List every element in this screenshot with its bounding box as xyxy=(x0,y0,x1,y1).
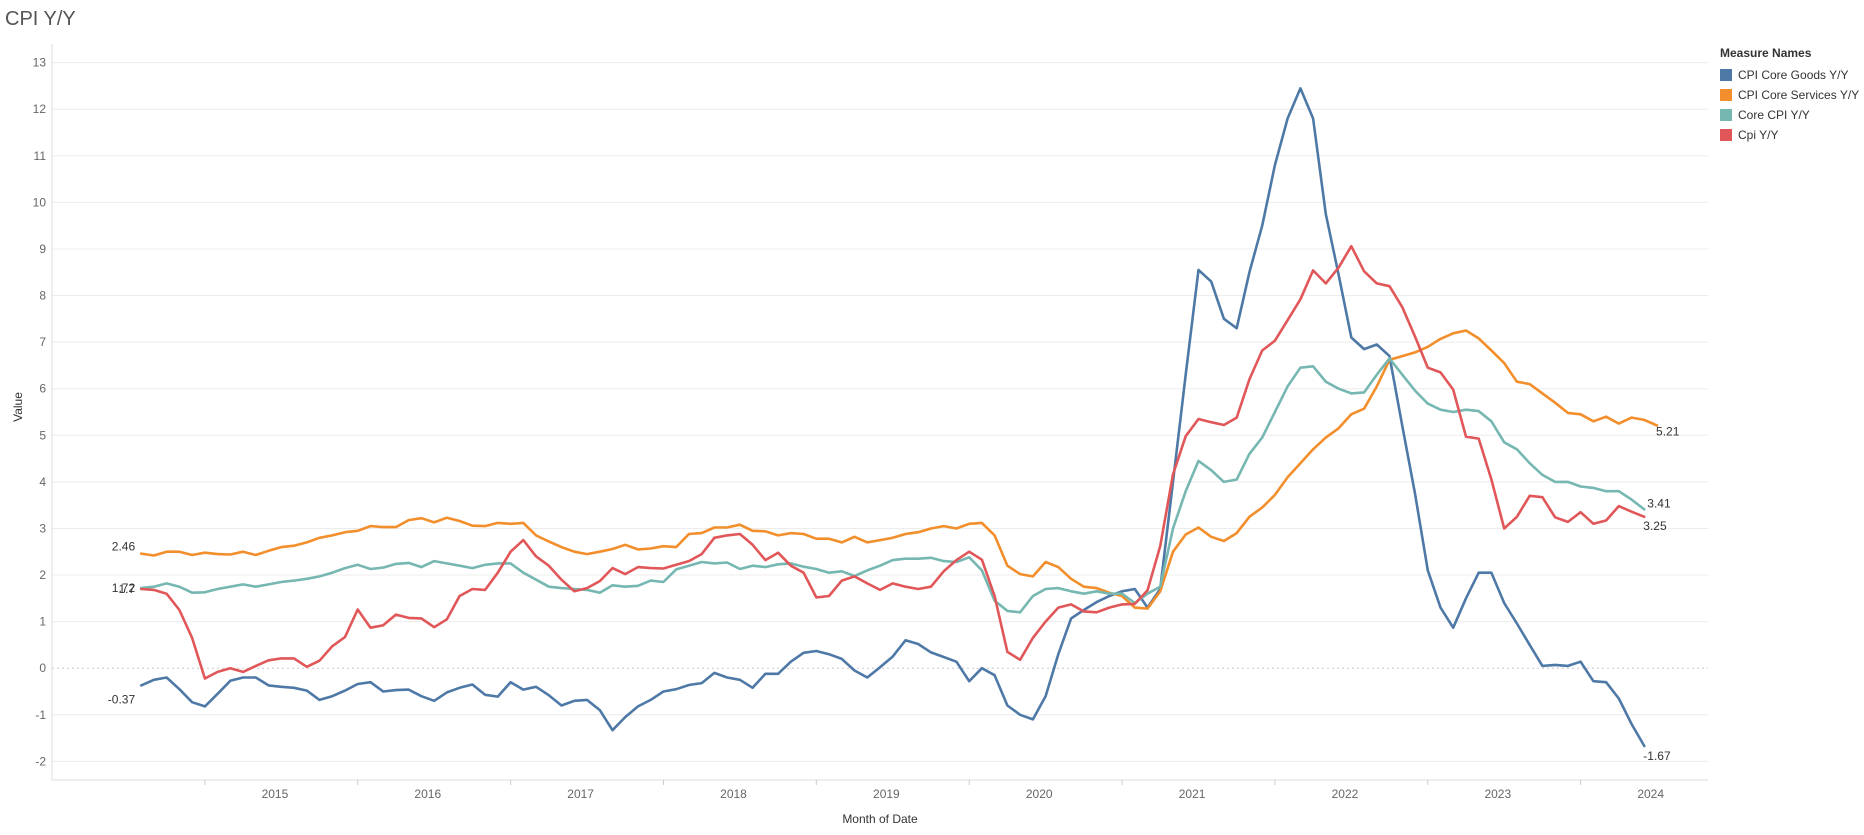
series-line-cpi-y-y[interactable] xyxy=(139,244,1646,680)
legend-item[interactable]: Cpi Y/Y xyxy=(1720,125,1859,145)
legend-label: CPI Core Goods Y/Y xyxy=(1738,68,1849,82)
x-tick-label: 2016 xyxy=(414,787,441,801)
legend-label: Cpi Y/Y xyxy=(1738,128,1779,142)
y-tick-label: 12 xyxy=(33,102,47,116)
y-tick-label: -1 xyxy=(35,708,46,722)
x-tick-label: 2017 xyxy=(567,787,594,801)
y-tick-label: 8 xyxy=(39,289,46,303)
legend-swatch xyxy=(1720,69,1732,81)
end-value-label: 3.25 xyxy=(1643,519,1667,533)
x-tick-label: 2024 xyxy=(1637,787,1664,801)
y-tick-label: 0 xyxy=(39,661,46,675)
chart-title: CPI Y/Y xyxy=(5,8,76,30)
series-line-cpi-core-services-y-y[interactable] xyxy=(139,329,1659,610)
y-axis-label: Value xyxy=(11,392,25,422)
y-tick-label: 10 xyxy=(33,195,47,209)
x-tick-label: 2023 xyxy=(1484,787,1511,801)
y-tick-label: 6 xyxy=(39,382,46,396)
legend-swatch xyxy=(1720,89,1732,101)
series-line-cpi-core-goods-y-y[interactable] xyxy=(139,87,1646,748)
start-value-label: 1.7 xyxy=(118,582,135,596)
y-tick-label: 7 xyxy=(39,335,46,349)
legend: Measure Names CPI Core Goods Y/Y CPI Core… xyxy=(1720,46,1859,145)
data-labels: -0.37 -1.67 2.46 5.21 1.72 3.41 1.7 3.25 xyxy=(108,425,1680,763)
x-tick-label: 2018 xyxy=(720,787,747,801)
start-value-label: -0.37 xyxy=(108,692,136,706)
legend-swatch xyxy=(1720,129,1732,141)
x-axis-label: Month of Date xyxy=(842,812,918,826)
y-tick-label: 13 xyxy=(33,56,47,70)
y-tick-label: 9 xyxy=(39,242,46,256)
y-tick-label: 4 xyxy=(39,475,46,489)
y-tick-label: 5 xyxy=(39,428,46,442)
x-tick-label: 2020 xyxy=(1026,787,1053,801)
x-tick-label: 2015 xyxy=(262,787,289,801)
end-value-label: 3.41 xyxy=(1647,496,1671,510)
legend-item[interactable]: CPI Core Services Y/Y xyxy=(1720,85,1859,105)
legend-swatch xyxy=(1720,109,1732,121)
series-line-core-cpi-y-y[interactable] xyxy=(139,357,1646,614)
x-tick-label: 2022 xyxy=(1332,787,1359,801)
start-value-label: 2.46 xyxy=(112,540,136,554)
y-tick-label: 3 xyxy=(39,521,46,535)
legend-items: CPI Core Goods Y/Y CPI Core Services Y/Y C… xyxy=(1720,65,1859,145)
start-value-label: 1.72 xyxy=(112,581,136,595)
legend-label: CPI Core Services Y/Y xyxy=(1738,88,1860,102)
end-value-label: -1.67 xyxy=(1643,749,1671,763)
y-tick-label: 2 xyxy=(39,568,46,582)
legend-item[interactable]: Core CPI Y/Y xyxy=(1720,105,1859,125)
end-value-label: 5.21 xyxy=(1656,425,1680,439)
y-tick-label: 1 xyxy=(39,615,46,629)
y-tick-label: 11 xyxy=(34,149,47,163)
legend-label: Core CPI Y/Y xyxy=(1738,108,1810,122)
x-tick-label: 2019 xyxy=(873,787,900,801)
x-tick-label: 2021 xyxy=(1179,787,1206,801)
legend-title: Measure Names xyxy=(1720,46,1812,60)
legend-item[interactable]: CPI Core Goods Y/Y xyxy=(1720,65,1859,85)
y-tick-label: -2 xyxy=(35,754,46,768)
series-lines xyxy=(139,87,1659,748)
